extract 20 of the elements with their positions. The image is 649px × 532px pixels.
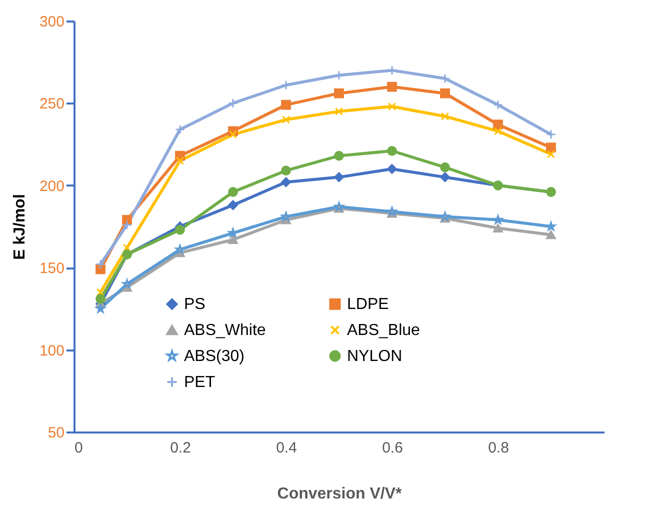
legend-label: ABS_Blue [347, 322, 420, 339]
y-tick-label: 300 [39, 14, 64, 30]
legend-label: PET [184, 374, 216, 391]
legend-label: LDPE [347, 296, 389, 314]
y-tick-label: 200 [39, 178, 64, 195]
y-tick-label: 50 [48, 424, 64, 442]
x-axis-title: Conversion V/V* [277, 486, 403, 502]
legend-label: NYLON [347, 348, 402, 365]
x-tick-label: 0.6 [382, 440, 403, 456]
legend-label: PS [184, 296, 206, 314]
x-tick-label: 0.2 [170, 440, 191, 456]
legend-label: ABS_White [184, 322, 266, 339]
x-tick-label: 0.8 [488, 440, 509, 456]
x-tick-label: 0.4 [276, 440, 297, 456]
y-tick-label: 250 [39, 96, 64, 113]
y-axis-title: E kJ/mol [11, 194, 28, 260]
y-tick-label: 150 [39, 260, 64, 278]
y-tick-label: 100 [39, 342, 64, 360]
x-tick-label: 0 [74, 440, 83, 456]
legend-label: ABS(30) [184, 348, 244, 365]
